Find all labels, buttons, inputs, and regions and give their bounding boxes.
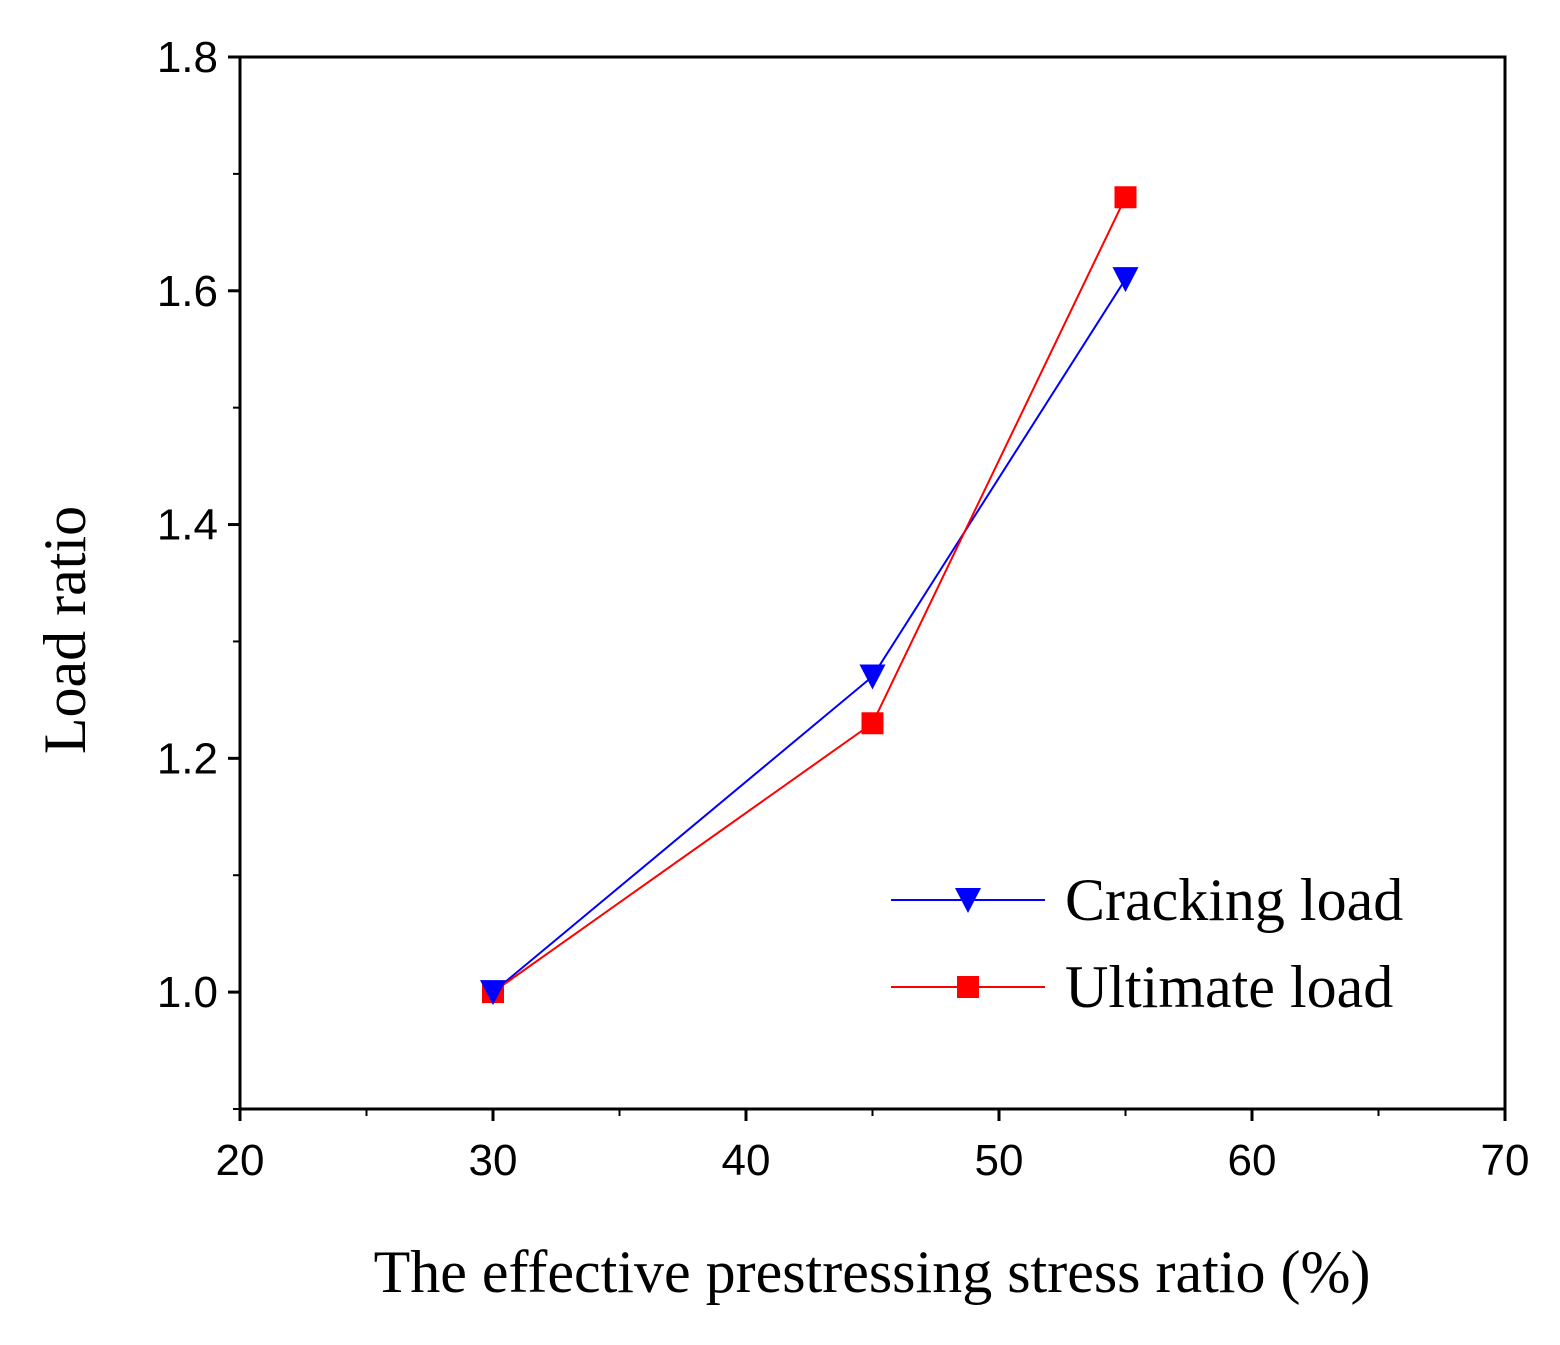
axis-ticks [228, 55, 1507, 1121]
x-axis-title: The effective prestressing stress ratio … [374, 1239, 1371, 1305]
axis-tick-labels: 20 30 40 50 60 70 1.0 1.2 1.4 1.6 1.8 [157, 33, 1530, 1185]
y-tick-label: 1.0 [157, 968, 218, 1017]
series-line [492, 278, 1127, 993]
data-point [859, 664, 886, 690]
y-tick-label: 1.8 [157, 33, 218, 82]
legend-label: Cracking load [1065, 867, 1403, 933]
x-tick-label: 60 [1228, 1136, 1277, 1185]
x-tick-label: 50 [975, 1136, 1024, 1185]
x-tick-label: 70 [1481, 1136, 1530, 1185]
y-tick-label: 1.2 [157, 734, 218, 783]
x-tick-label: 40 [722, 1136, 771, 1185]
legend-marker [957, 976, 979, 998]
y-axis-title: Load ratio [32, 506, 98, 754]
data-point [1112, 267, 1139, 293]
legend-marker [955, 888, 981, 913]
data-point [480, 980, 506, 1006]
y-tick-label: 1.4 [157, 501, 218, 550]
series-line [492, 196, 1127, 993]
plot-frame [238, 55, 1507, 1111]
legend: Cracking load Ultimate load [891, 867, 1403, 1020]
x-tick-label: 30 [469, 1136, 518, 1185]
x-tick-label: 20 [216, 1136, 265, 1185]
legend-label: Ultimate load [1065, 954, 1393, 1020]
series-group [480, 186, 1139, 1006]
data-point [1114, 186, 1137, 209]
data-point [861, 712, 884, 735]
y-tick-label: 1.6 [157, 267, 218, 316]
